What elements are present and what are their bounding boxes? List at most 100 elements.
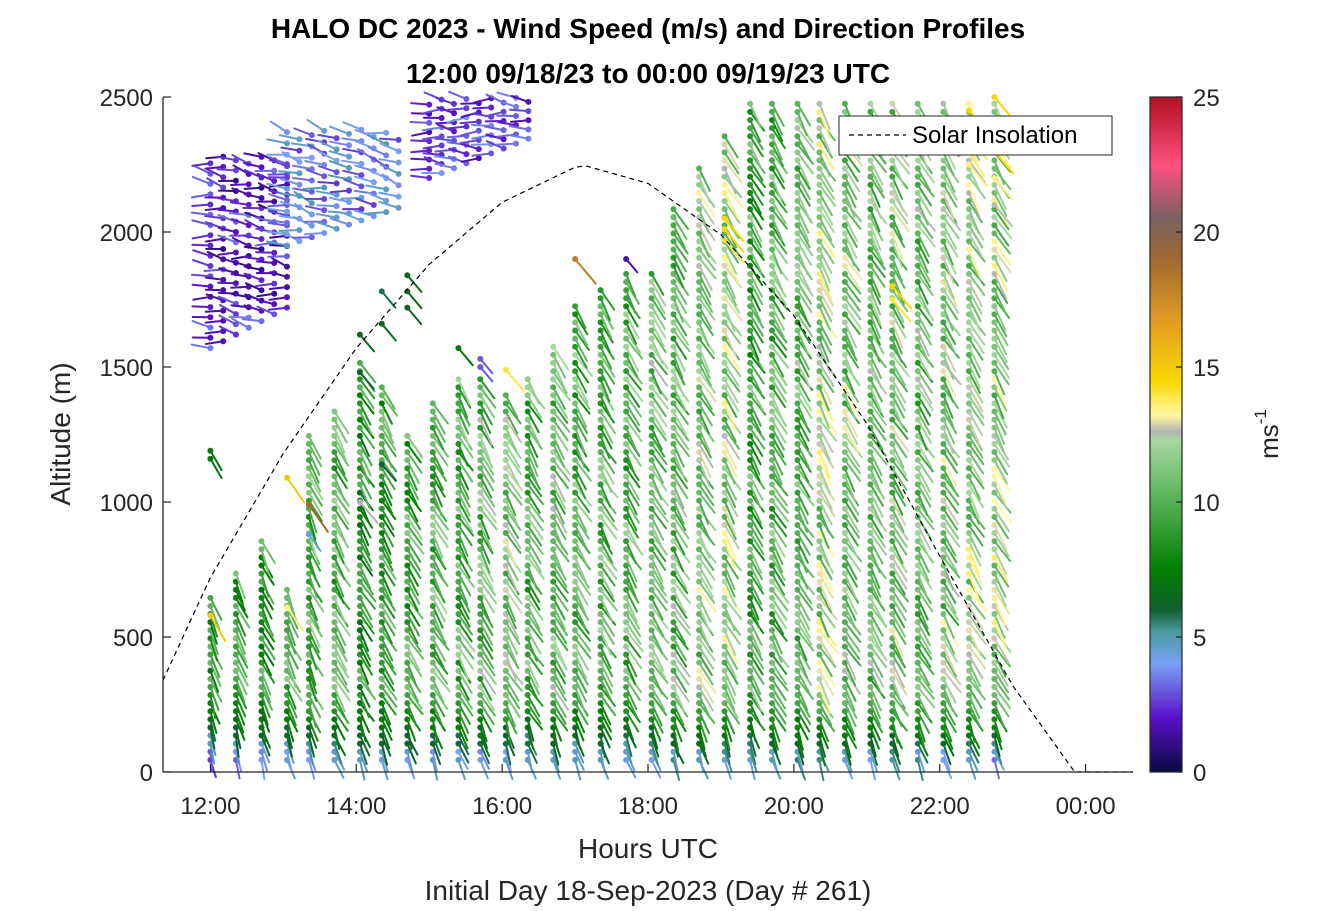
wind-barb — [794, 206, 810, 234]
wind-barb — [623, 554, 638, 583]
wind-barb — [378, 392, 399, 417]
wind-barb — [356, 635, 371, 661]
wind-barb — [696, 368, 716, 394]
wind-barb — [914, 327, 930, 357]
wind-barb — [306, 118, 328, 134]
wind-barb — [816, 149, 831, 177]
wind-barb — [965, 303, 981, 332]
wind-barb — [447, 123, 470, 130]
wind-barb — [524, 400, 543, 424]
wind-barb — [648, 570, 667, 597]
wind-barb — [502, 562, 518, 592]
wind-barb — [867, 238, 884, 265]
wind-barb — [356, 667, 373, 695]
wind-barb — [696, 278, 712, 306]
wind-barb — [623, 256, 639, 274]
wind-barb — [670, 684, 686, 713]
wind-barb — [455, 416, 470, 446]
wind-barb — [477, 627, 494, 652]
wind-barb — [721, 215, 745, 242]
wind-barb — [550, 586, 569, 612]
wind-barb — [867, 497, 883, 526]
wind-barb — [305, 594, 318, 621]
wind-barb — [940, 222, 958, 250]
wind-barb — [721, 457, 736, 485]
wind-barb — [267, 174, 290, 181]
wind-barb — [623, 400, 640, 426]
wind-barb — [867, 157, 884, 186]
wind-barb — [378, 505, 395, 531]
wind-barb — [597, 416, 614, 444]
wind-barb — [243, 193, 265, 201]
wind-barb — [991, 214, 1013, 240]
wind-barb — [816, 246, 833, 275]
wind-barb — [889, 254, 903, 283]
wind-barb — [572, 594, 589, 621]
wind-barb — [867, 222, 882, 252]
wind-barb — [816, 562, 834, 592]
wind-barb — [305, 168, 328, 180]
wind-barb — [429, 530, 444, 559]
wind-barb — [965, 756, 977, 780]
wind-barb — [769, 538, 784, 566]
wind-barb — [914, 230, 930, 258]
wind-barb — [769, 214, 784, 242]
wind-barb — [623, 570, 637, 597]
wind-barb — [721, 538, 736, 569]
colorbar-tick-label: 0 — [1193, 760, 1206, 787]
wind-barb — [455, 384, 472, 409]
wind-barb — [429, 481, 443, 508]
wind-barb — [550, 465, 569, 489]
wind-barb — [747, 424, 766, 450]
wind-barb — [255, 260, 278, 266]
wind-barb — [508, 134, 532, 142]
wind-barb — [965, 465, 985, 490]
wind-barb — [572, 376, 589, 404]
wind-barb — [648, 538, 667, 563]
wind-barb — [965, 659, 981, 687]
wind-barb — [889, 181, 904, 211]
wind-barb — [354, 175, 377, 186]
wind-barb — [331, 449, 346, 475]
wind-barb — [354, 209, 377, 220]
wind-barb — [721, 287, 741, 314]
wind-barb — [623, 505, 638, 532]
wind-barb — [378, 619, 393, 645]
wind-barb — [889, 157, 905, 186]
wind-barb — [747, 570, 765, 595]
wind-barb — [867, 643, 888, 669]
wind-barb — [914, 594, 929, 621]
wind-barb — [404, 611, 421, 637]
wind-barb — [378, 530, 392, 556]
wind-barb — [524, 692, 541, 717]
wind-barb — [477, 449, 495, 476]
wind-barb — [477, 716, 488, 743]
wind-barb — [623, 700, 641, 723]
wind-barb — [477, 594, 490, 622]
wind-barb — [721, 432, 741, 460]
wind-barb — [721, 198, 741, 224]
wind-barb — [460, 142, 482, 153]
wind-barb — [648, 684, 666, 711]
wind-barb — [502, 481, 523, 506]
wind-barb — [284, 474, 305, 503]
wind-barb — [747, 416, 766, 441]
wind-barb — [455, 675, 470, 701]
wind-barb — [305, 465, 322, 493]
wind-barb — [991, 692, 1010, 718]
wind-barb — [623, 408, 641, 433]
wind-barb — [502, 449, 522, 475]
wind-barb — [356, 369, 375, 390]
wind-barb — [816, 214, 833, 242]
wind-barb — [597, 343, 613, 370]
wind-barb — [496, 140, 519, 147]
wind-barb — [914, 562, 933, 590]
wind-barb — [477, 619, 494, 646]
wind-barb — [524, 586, 541, 611]
wind-barb — [670, 246, 687, 273]
wind-barb — [331, 692, 346, 718]
wind-barb — [429, 489, 443, 517]
wind-barb — [769, 157, 785, 183]
wind-barb — [455, 481, 471, 508]
wind-barb — [305, 586, 325, 613]
